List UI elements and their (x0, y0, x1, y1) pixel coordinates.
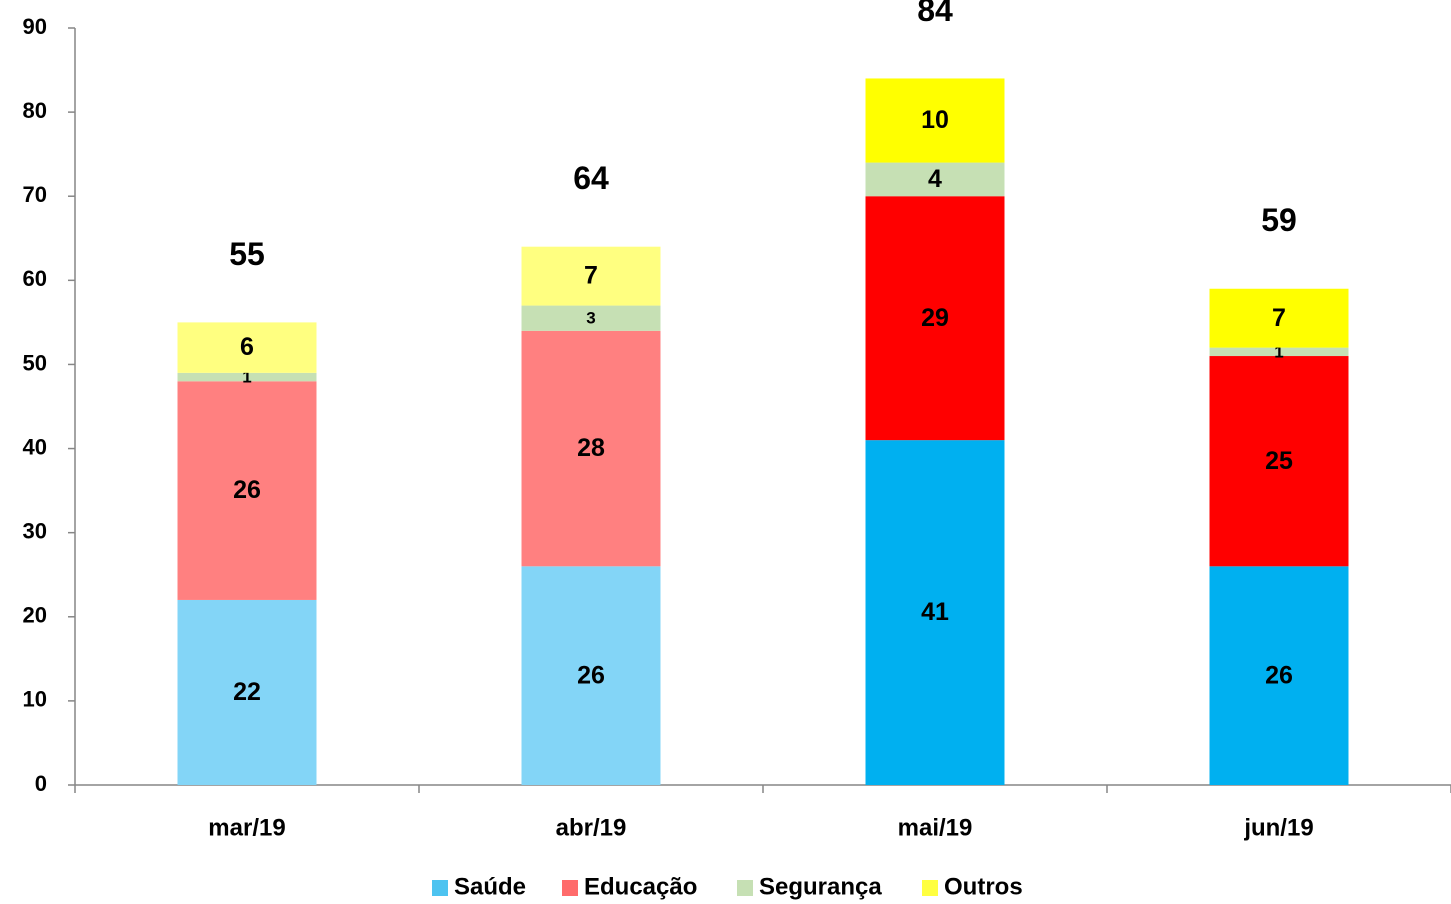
bar-segment (177, 381, 317, 600)
x-tick-label: mar/19 (208, 814, 285, 841)
data-label: 26 (233, 476, 261, 504)
y-tick-label: 30 (23, 518, 47, 543)
bar-segment (865, 162, 1005, 197)
data-label: 1 (242, 368, 251, 387)
y-tick-label: 10 (23, 687, 47, 712)
data-label: 10 (921, 106, 949, 134)
data-label: 41 (921, 598, 949, 626)
y-tick-label: 60 (23, 266, 47, 291)
legend-swatch (737, 880, 753, 896)
legend-swatch (562, 880, 578, 896)
total-label: 59 (1261, 202, 1297, 238)
data-label: 22 (233, 678, 261, 706)
x-tick-label: jun/19 (1243, 814, 1313, 841)
y-tick-label: 80 (23, 98, 47, 123)
bar-segment (1209, 356, 1349, 567)
y-tick-label: 90 (23, 14, 47, 39)
y-tick-label: 20 (23, 603, 47, 628)
data-label: 26 (1265, 661, 1293, 689)
bar-segment (1209, 347, 1349, 357)
legend-swatch (432, 880, 448, 896)
data-label: 7 (1272, 304, 1286, 332)
bar-segment (521, 566, 661, 785)
data-label: 6 (240, 333, 254, 361)
bar-segment (865, 196, 1005, 441)
bar-segment (521, 246, 661, 306)
legend-label: Saúde (454, 873, 526, 900)
bar-segment (177, 372, 317, 382)
y-tick-label: 0 (35, 771, 47, 796)
data-label: 3 (586, 309, 595, 328)
legend-label: Segurança (759, 873, 882, 900)
data-label: 28 (577, 434, 605, 462)
total-label: 55 (229, 236, 265, 272)
legend-label: Educação (584, 873, 697, 900)
data-label: 25 (1265, 447, 1293, 475)
y-tick-label: 70 (23, 182, 47, 207)
y-tick-label: 40 (23, 434, 47, 459)
bar-segment (177, 599, 317, 785)
bar-segment (1209, 288, 1349, 348)
bar-segment (1209, 566, 1349, 785)
data-label: 4 (928, 165, 942, 193)
total-label: 84 (917, 0, 953, 28)
data-label: 29 (921, 304, 949, 332)
legend-label: Outros (944, 873, 1023, 900)
x-tick-label: abr/19 (556, 814, 627, 841)
y-tick-label: 50 (23, 350, 47, 375)
bar-segment (865, 440, 1005, 785)
total-label: 64 (573, 160, 609, 196)
bar-segment (177, 322, 317, 373)
data-label: 26 (577, 661, 605, 689)
legend-swatch (922, 880, 938, 896)
x-tick-label: mai/19 (898, 814, 973, 841)
data-label: 7 (584, 262, 598, 290)
bar-segment (521, 330, 661, 567)
data-label: 1 (1274, 342, 1283, 361)
bar-segment (521, 305, 661, 331)
bar-segment (865, 78, 1005, 163)
